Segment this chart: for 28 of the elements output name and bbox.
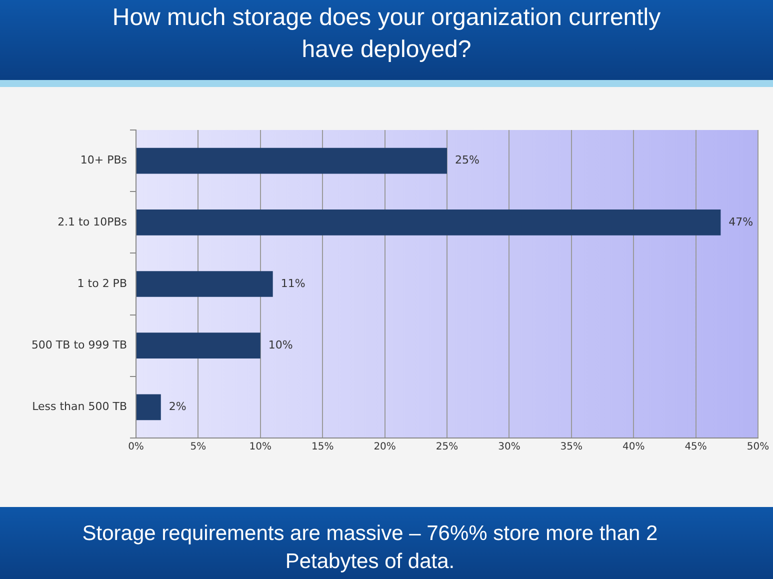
y-tick-label: 10+ PBs <box>80 154 128 167</box>
x-tick-label: 20% <box>374 442 396 453</box>
y-tick-label: 2.1 to 10PBs <box>58 215 128 228</box>
data-label: 47% <box>728 215 754 228</box>
bar <box>136 209 721 236</box>
bar <box>136 332 260 359</box>
x-tick-label: 0% <box>128 442 144 453</box>
bar <box>136 271 273 297</box>
x-tick-label: 50% <box>746 442 770 453</box>
data-label: 10% <box>268 338 293 352</box>
x-tick-label: 30% <box>498 442 520 453</box>
y-tick-label: 500 TB to 999 TB <box>31 338 127 352</box>
x-tick-label: 5% <box>190 442 206 453</box>
y-tick-label: 1 to 2 PB <box>77 276 127 290</box>
data-label: 2% <box>168 400 186 414</box>
x-tick-label: 35% <box>560 442 583 453</box>
x-tick-label: 15% <box>311 442 334 453</box>
x-tick-label: 10% <box>249 442 272 453</box>
data-label: 25% <box>455 154 480 167</box>
y-tick-label: Less than 500 TB <box>32 400 127 414</box>
data-label: 11% <box>280 276 306 290</box>
x-tick-label: 40% <box>622 442 645 453</box>
bar <box>136 148 447 174</box>
text: Storage requirements are massive – 76%% store more than 2 Petabytes of data. <box>81 521 659 575</box>
x-tick-label: 25% <box>436 442 458 453</box>
chart-title: How much storage does your organization currently have deployed? <box>111 3 662 65</box>
x-tick-label: 45% <box>684 442 707 453</box>
bar <box>136 394 161 420</box>
